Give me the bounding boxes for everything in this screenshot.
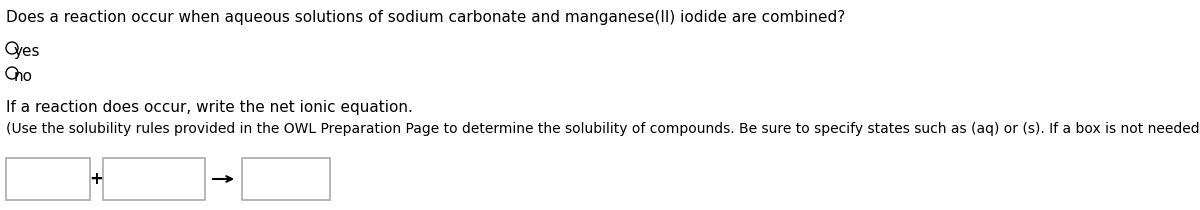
Bar xyxy=(242,158,330,200)
Text: yes: yes xyxy=(14,44,41,59)
Text: no: no xyxy=(14,69,34,84)
Text: Does a reaction occur when aqueous solutions of sodium carbonate and manganese(I: Does a reaction occur when aqueous solut… xyxy=(6,10,845,25)
Text: If a reaction does occur, write the net ionic equation.: If a reaction does occur, write the net … xyxy=(6,100,413,115)
Bar xyxy=(6,158,90,200)
Text: +: + xyxy=(90,170,103,188)
Text: (Use the solubility rules provided in the OWL Preparation Page to determine the : (Use the solubility rules provided in th… xyxy=(6,122,1200,136)
Bar xyxy=(103,158,205,200)
